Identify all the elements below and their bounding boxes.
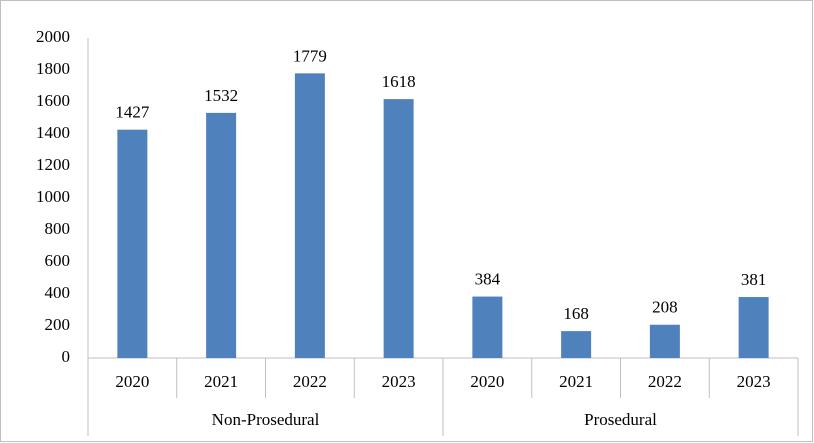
data-label: 384	[475, 269, 501, 288]
bar	[294, 73, 325, 359]
x-tick-label: 2021	[204, 372, 238, 391]
bar	[206, 112, 237, 358]
x-tick-label: 2022	[648, 372, 682, 391]
bar	[649, 324, 680, 358]
y-tick-label: 1600	[36, 91, 70, 110]
y-tick-label: 2000	[36, 27, 70, 46]
group-label: Non-Prosedural	[212, 410, 320, 429]
data-label: 1427	[115, 103, 150, 122]
bar	[383, 99, 414, 359]
data-label: 381	[741, 270, 767, 289]
data-label: 1779	[293, 46, 327, 65]
bar	[472, 296, 503, 358]
y-tick-label: 1800	[36, 59, 70, 78]
data-label: 1618	[382, 72, 416, 91]
data-label: 1532	[204, 86, 238, 105]
group-label: Prosedural	[584, 410, 657, 429]
x-tick-label: 2023	[737, 372, 771, 391]
y-tick-label: 200	[45, 315, 71, 334]
data-label: 208	[652, 298, 678, 317]
y-tick-label: 1200	[36, 155, 70, 174]
x-tick-label: 2021	[559, 372, 593, 391]
bar	[117, 129, 148, 358]
y-tick-label: 1400	[36, 123, 70, 142]
x-tick-label: 2023	[382, 372, 416, 391]
y-tick-label: 600	[45, 251, 71, 270]
y-tick-label: 1000	[36, 187, 70, 206]
x-tick-label: 2020	[115, 372, 149, 391]
bar	[738, 297, 769, 358]
bar	[561, 331, 592, 358]
y-tick-label: 0	[62, 347, 71, 366]
x-tick-label: 2022	[293, 372, 327, 391]
y-tick-label: 800	[45, 219, 71, 238]
x-tick-label: 2020	[470, 372, 504, 391]
y-tick-label: 400	[45, 283, 71, 302]
data-label: 168	[563, 304, 589, 323]
